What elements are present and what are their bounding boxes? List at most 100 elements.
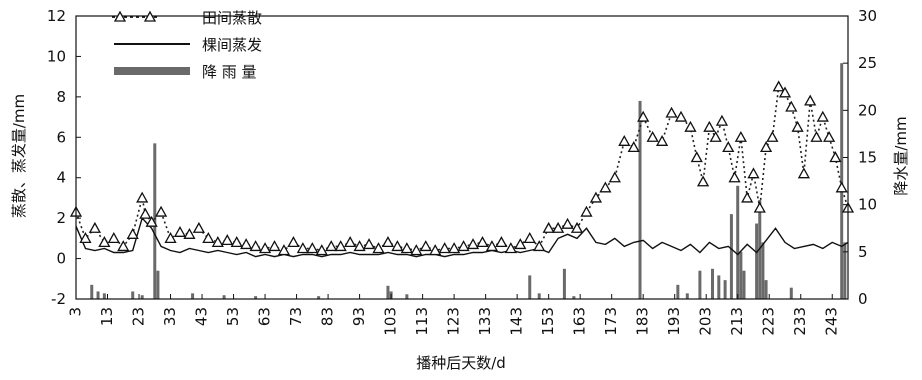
et-point bbox=[791, 120, 804, 132]
et-point bbox=[448, 242, 461, 254]
axes: 3 13 23 33 43 53 63 73 83 93 103 113 123 133 143 153 163… bbox=[47, 7, 877, 336]
et-point bbox=[766, 130, 779, 142]
rain-bar bbox=[386, 285, 390, 299]
y-left-tick-label: 12 bbox=[47, 7, 66, 25]
rain-bar bbox=[572, 296, 576, 299]
et-point bbox=[296, 242, 309, 254]
et-point bbox=[804, 94, 817, 106]
et-point bbox=[523, 232, 536, 244]
x-tick-label: 3 bbox=[67, 307, 85, 317]
rain-bar bbox=[698, 270, 702, 299]
et-point bbox=[258, 242, 272, 254]
rain-bar bbox=[537, 293, 541, 299]
et-point bbox=[580, 205, 593, 217]
y-left-tick-label: 0 bbox=[56, 250, 66, 268]
legend-swatch-rain bbox=[114, 67, 190, 75]
rain-bar bbox=[528, 275, 532, 299]
rain-bar bbox=[736, 185, 740, 299]
rain-bar bbox=[102, 293, 106, 299]
x-tick-label: 133 bbox=[476, 307, 494, 336]
evaporation-series-line bbox=[75, 216, 849, 258]
rain-bar bbox=[156, 270, 160, 299]
rain-bar bbox=[742, 270, 746, 299]
x-axis-title: 播种后天数/d bbox=[416, 354, 506, 372]
et-point bbox=[599, 181, 612, 193]
et-point bbox=[715, 114, 729, 126]
x-tick-label: 63 bbox=[256, 307, 274, 326]
et-point bbox=[211, 236, 224, 248]
legend-swatch-et-marker bbox=[113, 10, 127, 22]
y-left-tick-label: 2 bbox=[56, 209, 66, 227]
x-tick-label: 153 bbox=[539, 307, 557, 336]
et-point bbox=[334, 240, 347, 252]
rain-bar bbox=[191, 293, 195, 299]
rain-bar bbox=[317, 296, 321, 299]
et-markers bbox=[69, 80, 855, 256]
et-point bbox=[810, 130, 823, 142]
et-point bbox=[429, 244, 442, 256]
et-point bbox=[457, 240, 470, 252]
rain-bar bbox=[638, 100, 642, 300]
et-point bbox=[164, 232, 177, 244]
et-point bbox=[570, 221, 584, 233]
et-point bbox=[816, 110, 829, 122]
et-point bbox=[778, 86, 792, 98]
et-point bbox=[381, 236, 395, 248]
et-point bbox=[107, 232, 120, 244]
x-tick-label: 123 bbox=[445, 307, 463, 336]
et-point bbox=[372, 242, 385, 254]
x-tick-label: 53 bbox=[224, 307, 242, 326]
rain-bar bbox=[723, 280, 727, 299]
et-point bbox=[277, 244, 291, 256]
x-tick-label: 243 bbox=[823, 307, 841, 336]
et-point bbox=[183, 227, 196, 239]
et-point bbox=[747, 167, 760, 179]
et-point bbox=[145, 215, 158, 227]
et-point bbox=[829, 151, 842, 163]
et-point bbox=[684, 120, 697, 132]
rain-bar bbox=[90, 284, 94, 299]
et-point bbox=[410, 244, 423, 256]
et-point bbox=[79, 232, 92, 244]
et-point bbox=[741, 191, 754, 203]
legend-label-rain: 降 雨 量 bbox=[202, 63, 257, 81]
et-point bbox=[344, 236, 357, 248]
y-left-tick-label: -2 bbox=[51, 290, 66, 308]
et-point bbox=[362, 238, 376, 250]
et-point bbox=[542, 221, 555, 233]
et-point bbox=[139, 207, 152, 219]
y-right-tick-label: 0 bbox=[858, 290, 868, 308]
legend-swatch-et-marker bbox=[143, 10, 157, 22]
et-point bbox=[709, 130, 722, 142]
rain-bar bbox=[755, 223, 759, 299]
y-right-tick-label: 5 bbox=[858, 243, 868, 261]
y-left-tick-label: 8 bbox=[56, 88, 66, 106]
rain-bar bbox=[711, 268, 715, 299]
x-tick-label: 223 bbox=[760, 307, 778, 336]
et-point bbox=[476, 236, 489, 248]
et-point bbox=[772, 80, 785, 92]
rain-bar bbox=[729, 214, 733, 299]
et-point bbox=[646, 130, 659, 142]
et-point bbox=[391, 240, 404, 252]
y-right-tick-label: 15 bbox=[858, 149, 877, 167]
et-point bbox=[665, 106, 678, 118]
rain-bar bbox=[739, 251, 743, 299]
et-point bbox=[627, 141, 640, 153]
et-point bbox=[126, 227, 139, 239]
rain-bar bbox=[717, 275, 721, 299]
legend-label-evaporation: 棵间蒸发 bbox=[202, 36, 262, 54]
et-point bbox=[315, 244, 328, 256]
et-point bbox=[589, 191, 603, 203]
x-tick-label: 173 bbox=[602, 307, 620, 336]
x-tick-label: 193 bbox=[665, 307, 683, 336]
rain-bar bbox=[405, 294, 409, 299]
et-point bbox=[504, 242, 517, 254]
rain-bar bbox=[96, 291, 100, 299]
x-tick-label: 203 bbox=[697, 307, 715, 336]
et-point bbox=[552, 221, 565, 233]
rain-bar bbox=[764, 280, 768, 299]
et-point bbox=[117, 240, 130, 252]
